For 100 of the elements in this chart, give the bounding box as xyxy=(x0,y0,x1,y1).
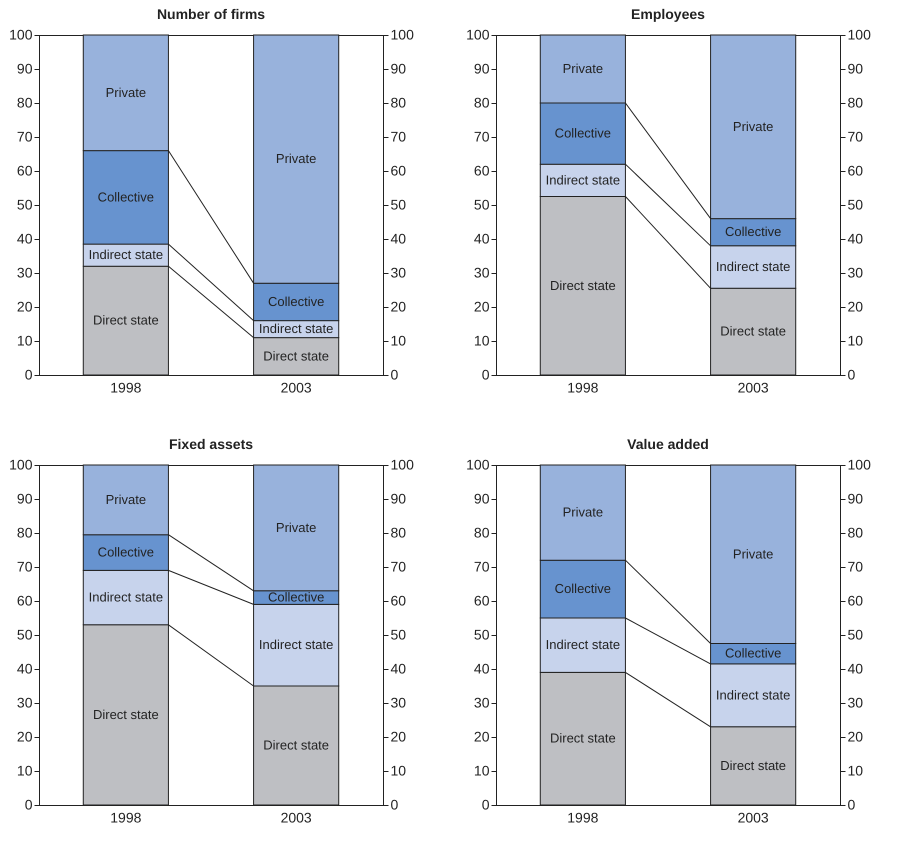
text: Direct state xyxy=(720,324,786,339)
series-label: Private xyxy=(562,61,604,76)
y2-tick-label: 100 xyxy=(390,456,414,472)
y-tick-label: 100 xyxy=(466,26,490,42)
y2-tick-label: 70 xyxy=(390,128,406,144)
y2-tick-label: 30 xyxy=(390,694,406,710)
y2-tick-label: 100 xyxy=(848,26,872,42)
y-tick-label: 0 xyxy=(24,366,33,382)
y-tick-label: 100 xyxy=(466,456,490,472)
y2-tick-label: 60 xyxy=(848,162,864,178)
y-tick-label: 20 xyxy=(16,298,33,314)
y2-tick-label: 50 xyxy=(390,196,406,212)
text: Indirect state xyxy=(716,259,790,274)
x-tick-label: 1998 xyxy=(110,810,142,826)
y-tick-label: 40 xyxy=(474,230,490,246)
y-tick-label: 90 xyxy=(474,60,490,76)
series-label: Private xyxy=(106,492,146,507)
y2-tick-label: 100 xyxy=(390,26,414,42)
y2-tick-label: 80 xyxy=(390,94,406,110)
y-tick-label: 20 xyxy=(16,728,33,744)
text: Collective xyxy=(98,544,154,560)
y2-tick-label: 100 xyxy=(848,456,872,472)
y2-tick-label: 70 xyxy=(848,558,864,574)
series-label: Collective xyxy=(724,646,782,661)
y-tick-label: 60 xyxy=(474,592,490,608)
series-label: Direct state xyxy=(550,278,616,293)
y2-tick-label: 50 xyxy=(390,626,406,642)
y-tick-label: 100 xyxy=(9,26,33,42)
y2-tick-label: 20 xyxy=(390,728,406,744)
y-tick-label: 70 xyxy=(16,558,33,574)
y-tick-label: 60 xyxy=(16,162,33,178)
y2-tick-label: 40 xyxy=(848,230,864,246)
y-tick-label: 40 xyxy=(474,660,490,676)
y-tick-label: 90 xyxy=(474,490,490,506)
y2-tick-label: 10 xyxy=(390,762,406,778)
y-tick-label: 0 xyxy=(482,796,490,812)
y-tick-label: 20 xyxy=(474,298,490,314)
y-tick-label: 60 xyxy=(16,592,33,608)
text: Private xyxy=(276,151,316,166)
y2-tick-label: 30 xyxy=(848,694,864,710)
chart-title: Employees xyxy=(631,6,706,22)
y2-tick-label: 30 xyxy=(390,264,406,280)
y2-tick-label: 20 xyxy=(390,298,406,314)
x-tick-label: 1998 xyxy=(110,380,142,396)
text: Collective xyxy=(554,581,612,596)
series-label: Direct state xyxy=(550,730,616,746)
y-tick-label: 60 xyxy=(474,162,490,178)
x-tick-label: 1998 xyxy=(567,810,599,826)
y2-tick-label: 90 xyxy=(848,60,864,76)
text: Direct state xyxy=(720,758,786,773)
y-tick-label: 50 xyxy=(474,196,490,212)
series-label: Private xyxy=(106,84,146,100)
y2-tick-label: 40 xyxy=(390,230,406,246)
y2-tick-label: 0 xyxy=(390,366,398,382)
y2-tick-label: 80 xyxy=(848,524,864,540)
text: Indirect state xyxy=(258,637,334,652)
chart-title: Number of firms xyxy=(156,6,266,22)
y2-tick-label: 60 xyxy=(390,592,406,608)
y2-tick-label: 70 xyxy=(848,128,864,144)
text: Direct state xyxy=(263,348,330,364)
y-tick-label: 90 xyxy=(16,490,33,506)
y2-tick-label: 90 xyxy=(390,490,406,506)
y2-tick-label: 60 xyxy=(390,162,406,178)
x-tick-label: 2003 xyxy=(280,810,312,826)
text: Indirect state xyxy=(88,247,164,262)
y2-tick-label: 10 xyxy=(848,332,864,348)
series-label: Collective xyxy=(268,294,324,309)
y2-tick-label: 60 xyxy=(848,592,864,608)
y-tick-label: 20 xyxy=(474,728,490,744)
y-tick-label: 70 xyxy=(474,558,490,574)
chart-title: Fixed assets xyxy=(168,436,254,452)
series-label: Direct state xyxy=(92,312,159,328)
series-label: Collective xyxy=(724,224,782,240)
y-tick-label: 10 xyxy=(474,762,490,778)
y-tick-label: 10 xyxy=(16,332,33,348)
text: Private xyxy=(276,520,316,535)
series-label: Indirect state xyxy=(546,172,620,188)
y-tick-label: 30 xyxy=(16,694,33,710)
y2-tick-label: 20 xyxy=(848,728,864,744)
y-tick-label: 30 xyxy=(474,694,490,710)
y2-tick-label: 70 xyxy=(390,558,406,574)
y2-tick-label: 50 xyxy=(848,626,864,642)
y-tick-label: 80 xyxy=(474,94,490,110)
series-label: Collective xyxy=(268,590,324,605)
y2-tick-label: 0 xyxy=(390,796,398,812)
y2-tick-label: 90 xyxy=(390,60,406,76)
chart-title: Value added xyxy=(627,436,709,452)
y-tick-label: 80 xyxy=(16,524,33,540)
y2-tick-label: 30 xyxy=(848,264,864,280)
y-tick-label: 80 xyxy=(474,524,490,540)
text: Indirect state xyxy=(716,687,790,702)
y-tick-label: 50 xyxy=(16,626,33,642)
series-label: Direct state xyxy=(92,706,159,722)
y2-tick-label: 10 xyxy=(390,332,406,348)
x-tick-label: 2003 xyxy=(738,380,769,396)
y2-tick-label: 0 xyxy=(848,366,856,382)
y2-tick-label: 20 xyxy=(848,298,864,314)
series-label: Indirect state xyxy=(258,321,334,336)
y-tick-label: 10 xyxy=(474,332,490,348)
y2-tick-label: 80 xyxy=(848,94,864,110)
